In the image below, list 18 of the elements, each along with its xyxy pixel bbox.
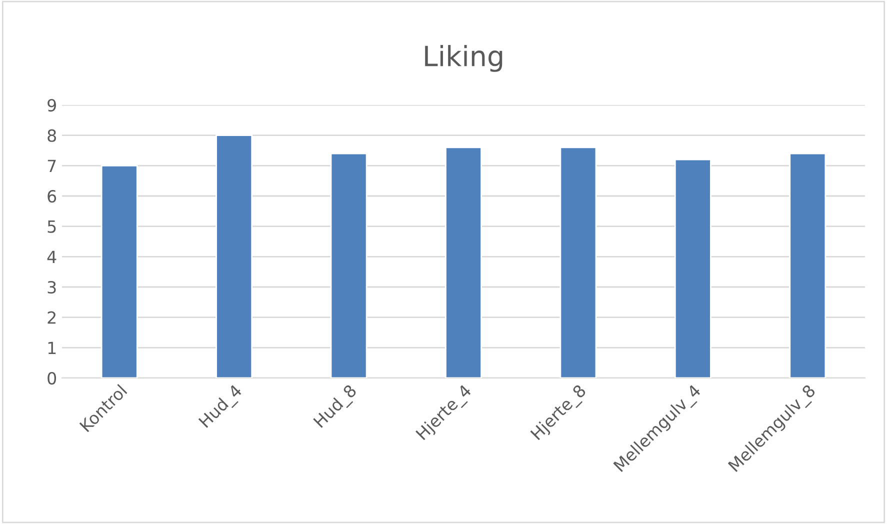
bar: [560, 146, 597, 378]
chart-title: Liking: [425, 45, 502, 72]
bar: [330, 152, 368, 378]
y-tick-label: 9: [48, 98, 56, 112]
bar: [789, 152, 826, 378]
y-tick-label: 1: [48, 342, 56, 354]
bar: [445, 146, 482, 378]
bar: [674, 158, 712, 378]
y-tick-label: 0: [48, 372, 56, 385]
y-tick-label: 6: [48, 190, 56, 203]
y-tick-label: 8: [48, 129, 56, 142]
y-tick-label: 5: [48, 220, 56, 233]
bar: [100, 164, 138, 378]
y-tick-label: 4: [47, 250, 56, 263]
bar: [216, 134, 253, 378]
y-tick-label: 3: [48, 280, 56, 294]
y-tick-label: 2: [48, 311, 56, 324]
y-tick-label: 7: [48, 160, 56, 172]
